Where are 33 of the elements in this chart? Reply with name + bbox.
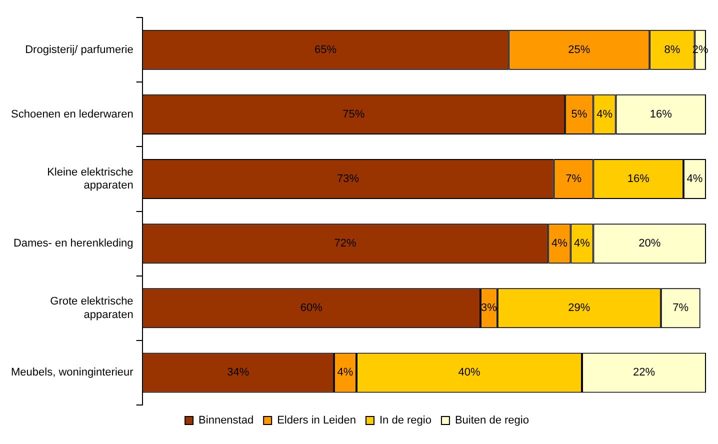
data-label: 40% — [458, 366, 480, 379]
data-label: 8% — [664, 44, 680, 56]
data-label: 3% — [481, 302, 498, 314]
data-label: 34% — [227, 366, 250, 379]
data-label: 7% — [672, 302, 689, 314]
data-label: 4% — [574, 238, 590, 250]
legend-label: Elders in Leiden — [277, 414, 356, 427]
data-label: 4% — [596, 108, 613, 120]
data-label: 7% — [566, 173, 582, 186]
y-tick-label: Schoenen en lederwaren — [11, 108, 134, 120]
legend-label: Binnenstad — [198, 414, 254, 427]
y-tick-label: Meubels, woninginterieur — [11, 366, 134, 379]
y-tick-label: Dames- en herenkleding — [13, 238, 134, 250]
data-label: 4% — [337, 366, 354, 379]
data-label: 25% — [568, 44, 590, 56]
data-label: 72% — [334, 238, 356, 250]
data-label: 75% — [342, 108, 365, 120]
data-label: 20% — [638, 238, 661, 250]
data-label: 5% — [571, 108, 588, 120]
legend-label: In de regio — [379, 414, 432, 427]
data-label: 4% — [686, 173, 703, 186]
data-label: 22% — [632, 366, 656, 379]
data-label: 4% — [551, 238, 568, 250]
data-label: 16% — [627, 173, 650, 186]
y-tick-label: Drogisterij/ parfumerie — [25, 44, 134, 56]
data-label: 73% — [337, 173, 360, 186]
data-label: 60% — [300, 302, 323, 314]
data-label: 29% — [568, 302, 590, 314]
data-label: 65% — [314, 44, 337, 56]
y-tick-label: Kleine elektrische apparaten — [47, 166, 134, 192]
y-tick-label: Grote elektrische apparaten — [50, 296, 134, 321]
data-label: 16% — [650, 108, 672, 120]
legend-label: Buiten de regio — [454, 414, 529, 427]
